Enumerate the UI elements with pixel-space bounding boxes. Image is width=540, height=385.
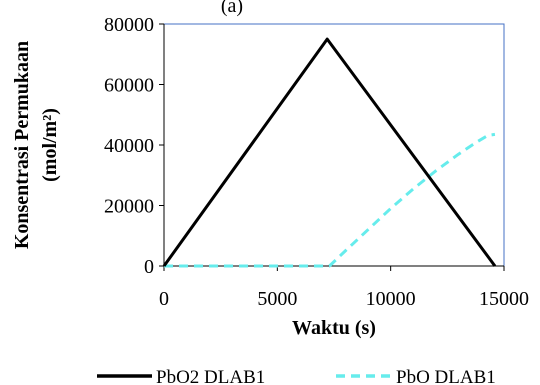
x-axis-title: Waktu (s) bbox=[292, 317, 376, 339]
x-tick-label: 15000 bbox=[479, 288, 529, 310]
y-tick-label: 20000 bbox=[104, 196, 154, 218]
x-tick-label: 5000 bbox=[257, 288, 297, 310]
x-tick-label: 0 bbox=[159, 288, 169, 310]
plot-area bbox=[163, 23, 505, 267]
chart-title: (a) bbox=[221, 0, 243, 17]
series-line-pbo bbox=[164, 132, 496, 268]
y-tick-label: 80000 bbox=[104, 14, 154, 36]
x-tick-label: 10000 bbox=[366, 288, 416, 310]
y-tick-label: 40000 bbox=[104, 135, 154, 157]
y-axis-title-line1: Konsentrasi Permukaan bbox=[11, 41, 33, 249]
legend-label-pbo: PbO DLAB1 bbox=[396, 367, 496, 385]
y-axis-title-line2: (mol/m²) bbox=[39, 108, 61, 182]
y-axis-ticks: 0 20000 40000 60000 80000 bbox=[104, 14, 164, 278]
y-tick-label: 60000 bbox=[104, 75, 154, 97]
series-layer bbox=[162, 37, 497, 268]
x-axis-ticks: 0 5000 10000 15000 bbox=[159, 266, 529, 310]
y-tick-label: 0 bbox=[144, 256, 154, 278]
series-line-pbo2 bbox=[162, 37, 497, 267]
legend: PbO2 DLAB1 PbO DLAB1 bbox=[97, 367, 496, 385]
legend-label-pbo2: PbO2 DLAB1 bbox=[156, 367, 265, 385]
